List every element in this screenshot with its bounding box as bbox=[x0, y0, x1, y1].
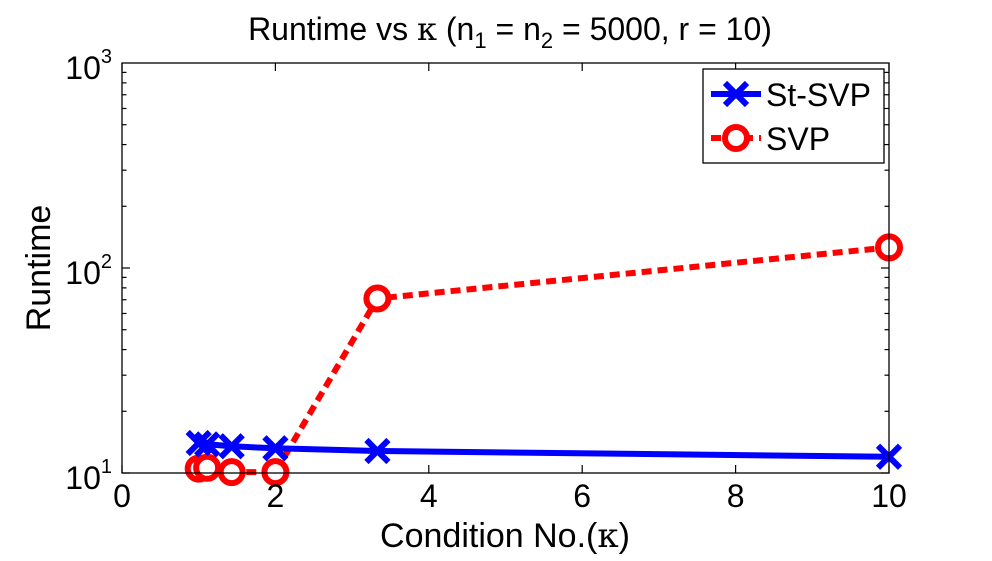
series-st-svp bbox=[185, 429, 903, 470]
data-marker-x bbox=[364, 437, 391, 465]
title-sub1: 1 bbox=[474, 28, 486, 53]
data-marker-x bbox=[185, 429, 212, 457]
xlabel-suffix: ) bbox=[619, 517, 630, 555]
title-suffix: = 5000, r = 10) bbox=[553, 11, 772, 47]
legend-item: SVP bbox=[711, 121, 830, 157]
xlabel-prefix: Condition No.( bbox=[380, 517, 598, 555]
legend-label: St-SVP bbox=[766, 77, 871, 113]
y-tick-label: 103 bbox=[65, 46, 112, 86]
y-tick-label: 102 bbox=[65, 251, 112, 291]
title-open: (n bbox=[437, 11, 474, 47]
x-tick-label: 4 bbox=[420, 478, 438, 514]
chart-title: Runtime vs κ (n1 = n2 = 5000, r = 10) bbox=[248, 10, 772, 53]
data-marker-x bbox=[722, 80, 750, 108]
legend: St-SVP SVP bbox=[702, 68, 885, 164]
data-marker-circle bbox=[261, 458, 290, 487]
tick-labels: 0 2 4 6 8 10 101 102 103 bbox=[65, 46, 907, 514]
x-tick-label: 8 bbox=[727, 478, 745, 514]
data-marker-x bbox=[218, 433, 245, 460]
title-mid: = n bbox=[487, 11, 541, 47]
series-layer bbox=[184, 233, 903, 487]
xlabel-kappa: κ bbox=[597, 516, 618, 556]
plot-frame bbox=[121, 62, 890, 474]
data-marker-x bbox=[262, 435, 289, 462]
legend-item: St-SVP bbox=[711, 77, 871, 113]
x-axis-label: Condition No.(κ) bbox=[380, 516, 630, 556]
data-marker-circle bbox=[217, 458, 246, 487]
x-tick-label: 2 bbox=[267, 478, 285, 514]
x-tick-label: 0 bbox=[113, 478, 131, 514]
y-tick-label: 101 bbox=[65, 456, 112, 496]
data-marker-circle bbox=[363, 284, 392, 313]
title-prefix: Runtime vs bbox=[248, 11, 417, 47]
title-kappa: κ bbox=[417, 10, 437, 48]
y-axis-label: Runtime bbox=[20, 205, 58, 332]
legend-label: SVP bbox=[766, 121, 830, 157]
data-marker-x bbox=[194, 431, 221, 458]
data-marker-circle bbox=[193, 453, 222, 482]
title-sub2: 2 bbox=[541, 28, 553, 53]
x-tick-label: 10 bbox=[871, 478, 907, 514]
data-marker-circle bbox=[722, 124, 750, 152]
x-tick-label: 6 bbox=[573, 478, 591, 514]
